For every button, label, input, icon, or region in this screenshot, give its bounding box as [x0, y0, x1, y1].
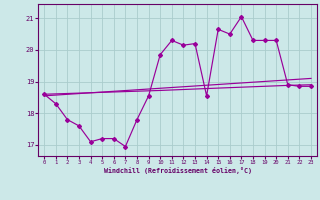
X-axis label: Windchill (Refroidissement éolien,°C): Windchill (Refroidissement éolien,°C): [104, 167, 252, 174]
